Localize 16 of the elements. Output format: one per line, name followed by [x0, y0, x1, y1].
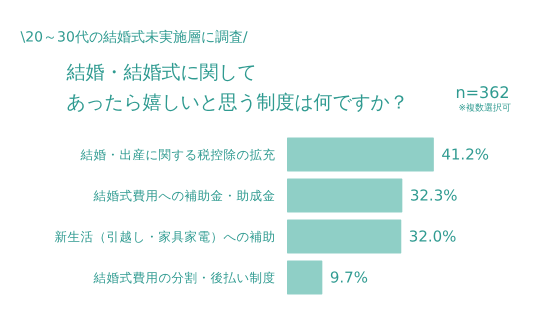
data-label: 32.0%	[408, 228, 456, 246]
y-tick-label: 新生活（引越し・家具家電）への補助	[54, 229, 276, 244]
bar	[287, 220, 402, 254]
bar	[287, 138, 434, 172]
bar	[287, 178, 402, 212]
text: n=362	[456, 83, 510, 102]
text: ※複数選択可	[458, 102, 512, 114]
data-label: 9.7%	[330, 268, 368, 286]
text: \20～30代の結婚式未実施層に調査/	[20, 30, 248, 46]
data-label: 32.3%	[410, 186, 458, 204]
chart-title: 結婚・結婚式に関してあったら嬉しいと思う制度は何ですか？	[66, 62, 408, 114]
data-label: 41.2%	[441, 146, 490, 164]
y-tick-label: 結婚式費用への補助金・助成金	[92, 188, 276, 203]
y-tick-label: 結婚・出産に関する税控除の拡充	[80, 147, 276, 162]
y-tick-label: 結婚式費用の分割・後払い制度	[92, 270, 276, 285]
bar	[287, 260, 322, 294]
